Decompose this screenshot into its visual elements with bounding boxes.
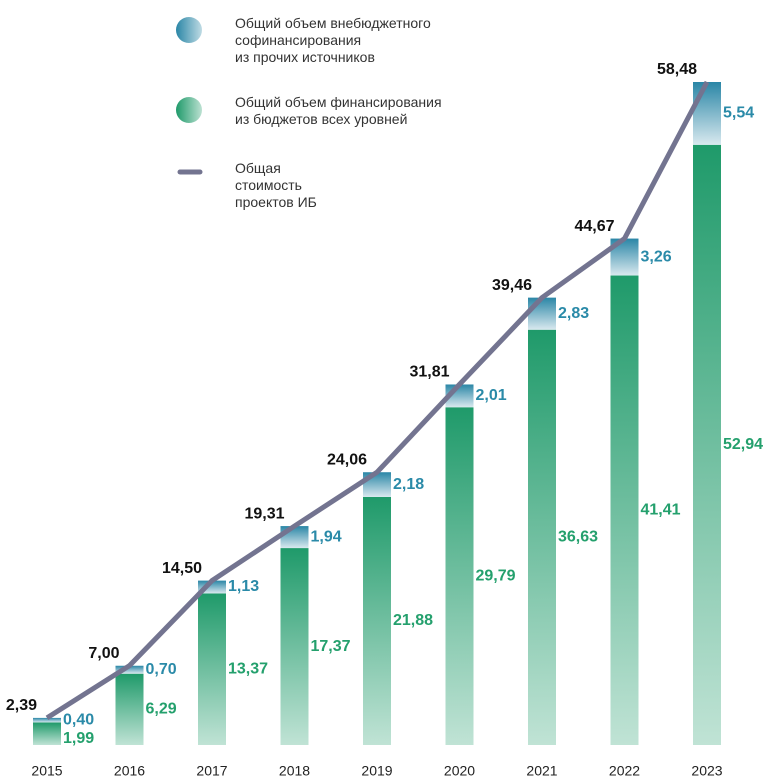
bar: [198, 593, 226, 745]
x-tick-label: 2020: [444, 763, 475, 779]
value-label: 2,01: [476, 387, 507, 404]
value-label: 0,70: [146, 661, 177, 678]
value-label: 41,41: [641, 501, 681, 518]
value-label: 21,88: [393, 612, 433, 629]
value-label: 3,26: [641, 248, 672, 265]
value-label: 36,63: [558, 529, 598, 546]
value-label: 1,13: [228, 578, 259, 595]
x-tick-label: 2019: [361, 763, 392, 779]
bar: [33, 722, 61, 745]
legend-label: Общий объем финансирования из бюджетов в…: [235, 94, 442, 127]
legend-label: Общая стоимость проектов ИБ: [235, 160, 317, 210]
line: [45, 80, 710, 721]
value-label: 52,94: [723, 436, 763, 453]
total-label: 24,06: [327, 451, 367, 468]
total-label: 19,31: [244, 505, 284, 522]
legend-label: Общий объем внебюджетного софинансирован…: [235, 15, 431, 65]
total-label: 58,48: [657, 61, 697, 78]
value-label: 13,37: [228, 660, 268, 677]
value-label: 1,94: [311, 528, 342, 545]
total-label: 14,50: [162, 560, 202, 577]
bar: [528, 297, 556, 330]
value-label: 6,29: [146, 701, 177, 718]
bar: [528, 329, 556, 745]
value-label: 0,40: [63, 711, 94, 728]
bar: [693, 82, 721, 145]
value-label: 29,79: [476, 567, 516, 584]
x-tick-label: 2016: [114, 763, 145, 779]
bar: [445, 407, 474, 745]
total-label: 7,00: [88, 645, 119, 662]
value-label: 2,18: [393, 476, 424, 493]
legend-swatch: [176, 97, 202, 123]
value-label: 2,83: [558, 305, 589, 322]
bar: [280, 548, 309, 745]
total-label: 44,67: [574, 218, 614, 235]
bar: [610, 275, 639, 745]
total-label: 31,81: [409, 364, 449, 381]
x-tick-label: 2022: [609, 763, 640, 779]
total-label: 2,39: [6, 697, 37, 714]
legend-swatch: [176, 17, 202, 43]
x-tick-label: 2017: [196, 763, 227, 779]
bar: [115, 673, 144, 745]
value-label: 1,99: [63, 730, 94, 747]
bar: [115, 665, 144, 674]
bar: [280, 526, 309, 549]
x-tick-label: 2023: [691, 763, 722, 779]
bar: [363, 496, 391, 745]
x-tick-label: 2018: [279, 763, 310, 779]
bar: [33, 717, 61, 723]
total-label: 39,46: [492, 277, 532, 294]
value-label: 5,54: [723, 105, 754, 122]
value-label: 17,37: [311, 638, 351, 655]
x-tick-label: 2015: [31, 763, 62, 779]
bar: [693, 144, 721, 746]
x-tick-label: 2021: [526, 763, 557, 779]
